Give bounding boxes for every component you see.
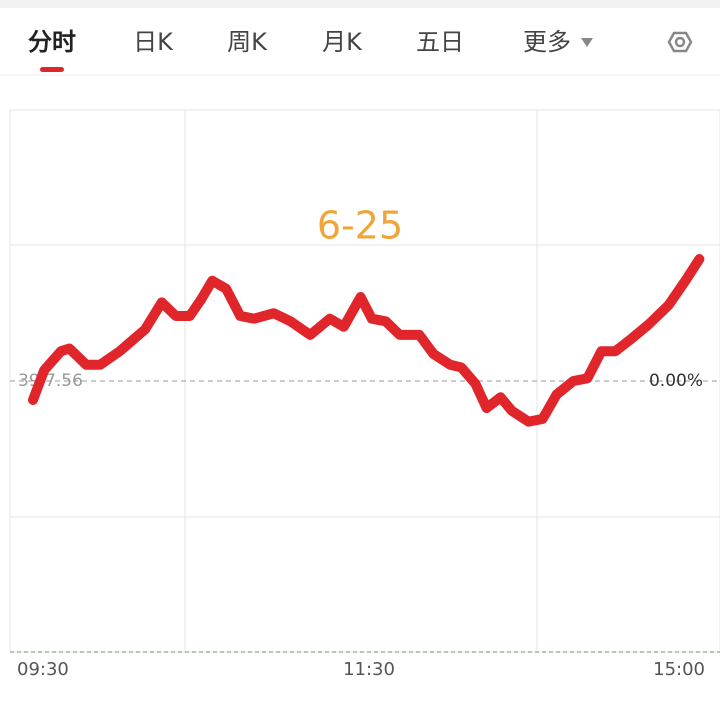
- tab[interactable]: 更多: [523, 28, 571, 56]
- x-tick-label: 15:00: [653, 659, 705, 680]
- more-arrow: [581, 38, 593, 47]
- tab[interactable]: 五日: [416, 28, 464, 56]
- price-line: [28, 254, 705, 427]
- date-annotation: 6-25: [317, 204, 403, 248]
- settings-icon-center: [674, 36, 686, 48]
- y-tick-label: 0.00%: [649, 371, 703, 391]
- tab[interactable]: 周K: [227, 28, 268, 56]
- x-tick-label: 09:30: [17, 659, 69, 680]
- tab[interactable]: 月K: [322, 28, 363, 56]
- x-tick-label: 11:30: [343, 659, 395, 680]
- status-strip: [0, 0, 720, 8]
- tab-indicator: [40, 67, 64, 72]
- tab[interactable]: 日K: [133, 28, 174, 56]
- tab[interactable]: 分时: [28, 28, 76, 56]
- settings-icon[interactable]: [667, 31, 693, 53]
